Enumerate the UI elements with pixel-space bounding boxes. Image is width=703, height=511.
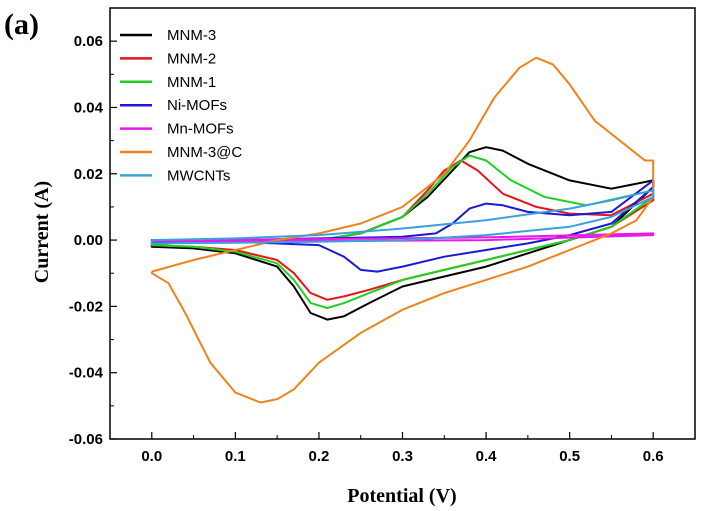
y-axis: -0.06 -0.04 -0.02 0.00 0.02 0.04 0.06 — [69, 33, 117, 448]
x-tick-label: 0.2 — [308, 448, 329, 465]
y-tick-label: 0.04 — [74, 99, 104, 116]
legend-label: MNM-3 — [167, 27, 216, 44]
series-curve-6 — [150, 189, 655, 245]
series-curve-2 — [150, 154, 655, 309]
series-curve-4 — [150, 232, 655, 243]
series-curve-5 — [150, 56, 655, 404]
legend: MNM-3 MNM-2 MNM-1 Ni-MOFs Mn-MOFs MNM-3@C MWCN… — [120, 27, 242, 184]
panel-label: (a) — [4, 8, 39, 41]
plot-curves — [150, 56, 655, 404]
y-tick-label: -0.02 — [69, 298, 103, 315]
x-axis-title: Potential (V) — [347, 485, 456, 507]
legend-label: MNM-2 — [167, 50, 216, 67]
x-tick-label: 0.4 — [476, 448, 498, 465]
y-tick-label: -0.04 — [69, 365, 104, 382]
y-tick-label: 0.06 — [74, 33, 103, 50]
y-axis-title: Current (A) — [31, 181, 53, 283]
x-tick-label: 0.1 — [225, 448, 246, 465]
x-axis: 0.0 0.1 0.2 0.3 0.4 0.5 0.6 — [141, 432, 664, 465]
x-tick-label: 0.5 — [559, 448, 580, 465]
legend-label: MNM-3@C — [167, 144, 242, 161]
legend-label: Ni-MOFs — [167, 97, 227, 114]
legend-label: Mn-MOFs — [167, 121, 234, 138]
series-curve-3 — [150, 179, 655, 273]
x-tick-label: 0.0 — [141, 448, 162, 465]
y-tick-label: 0.00 — [74, 232, 103, 249]
x-tick-label: 0.3 — [392, 448, 413, 465]
legend-label: MWCNTs — [167, 167, 230, 184]
y-tick-label: -0.06 — [69, 431, 103, 448]
x-tick-label: 0.6 — [643, 448, 664, 465]
plot-frame — [109, 7, 696, 440]
legend-label: MNM-1 — [167, 74, 216, 91]
y-tick-label: 0.02 — [74, 166, 103, 183]
